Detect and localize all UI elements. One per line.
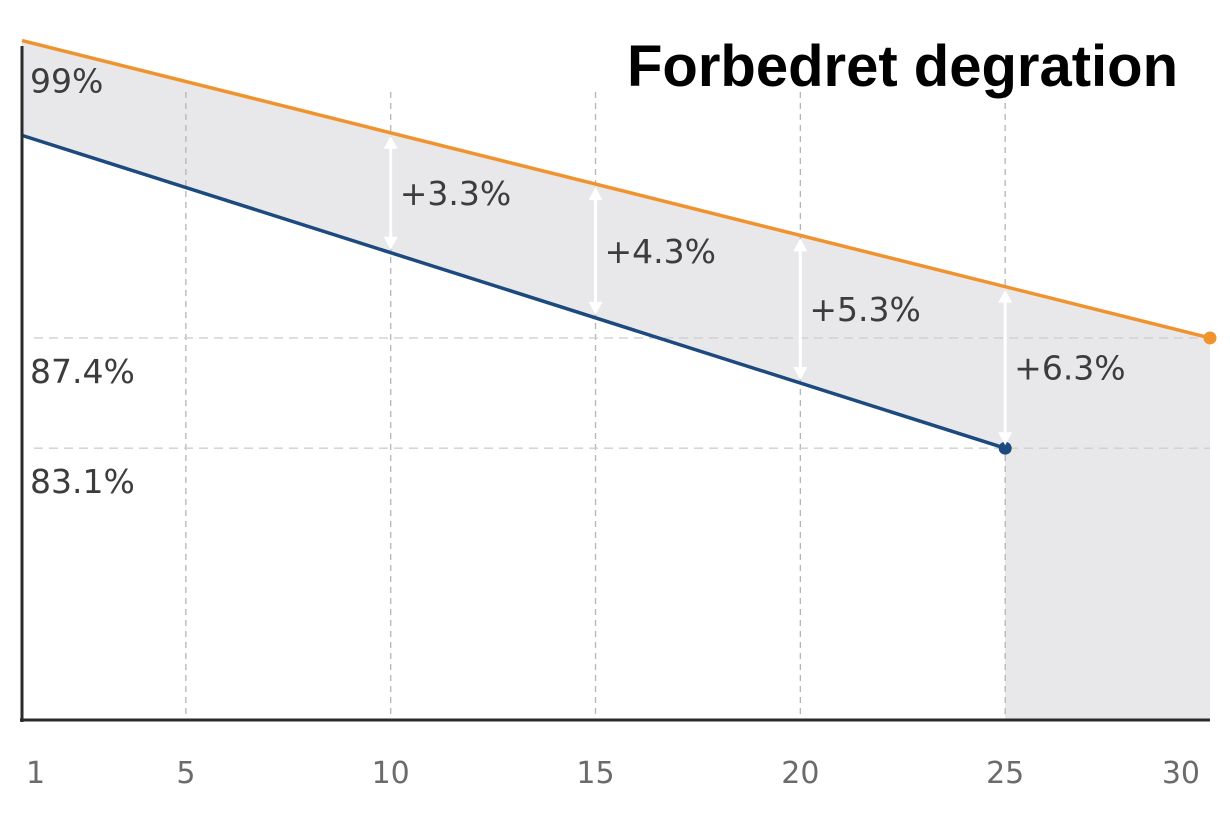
axes-layer bbox=[20, 46, 1210, 722]
x-tick-label: 5 bbox=[176, 756, 195, 791]
gap-arrow-head-down bbox=[998, 432, 1013, 446]
labels-layer: +3.3%+4.3%+5.3%+6.3%1 5 10 15 20 25 3099%87.4%… bbox=[26, 62, 1200, 791]
x-tick-label: 15 bbox=[576, 756, 614, 791]
gap-fill-layer bbox=[22, 40, 1210, 721]
y-value-label: 83.1% bbox=[30, 462, 135, 501]
gap-arrow-head-up bbox=[383, 135, 398, 149]
x-tick-label: 1 bbox=[26, 756, 45, 791]
x-tick-label: 20 bbox=[781, 756, 819, 791]
chart-title: Forbedret degration bbox=[627, 34, 1178, 99]
gap-label: +3.3% bbox=[400, 174, 512, 213]
gap-arrow-head-down bbox=[383, 236, 398, 250]
gap-arrows-layer bbox=[383, 135, 1013, 446]
gap-arrow-head-down bbox=[588, 301, 603, 315]
y-value-label: 99% bbox=[30, 62, 103, 101]
gap-fill-area bbox=[22, 40, 1210, 721]
gap-arrow-head-up bbox=[588, 187, 603, 201]
series-layer bbox=[21, 38, 1217, 455]
gap-arrow-head-up bbox=[793, 238, 808, 252]
y-value-label: 87.4% bbox=[30, 352, 135, 391]
series-line-1 bbox=[21, 38, 1211, 340]
series-line-2 bbox=[21, 133, 1006, 450]
gap-label: +6.3% bbox=[1014, 348, 1125, 387]
series-end-point-1 bbox=[1203, 331, 1217, 345]
gap-arrow-head-down bbox=[793, 367, 808, 381]
x-tick-label: 25 bbox=[986, 756, 1024, 791]
x-tick-label: 10 bbox=[372, 756, 410, 791]
gap-label: +5.3% bbox=[809, 290, 921, 329]
series-end-point-2 bbox=[998, 441, 1012, 455]
gap-arrow-head-up bbox=[998, 289, 1013, 303]
gap-label: +4.3% bbox=[605, 232, 717, 271]
x-tick-label: 30 bbox=[1162, 756, 1200, 791]
